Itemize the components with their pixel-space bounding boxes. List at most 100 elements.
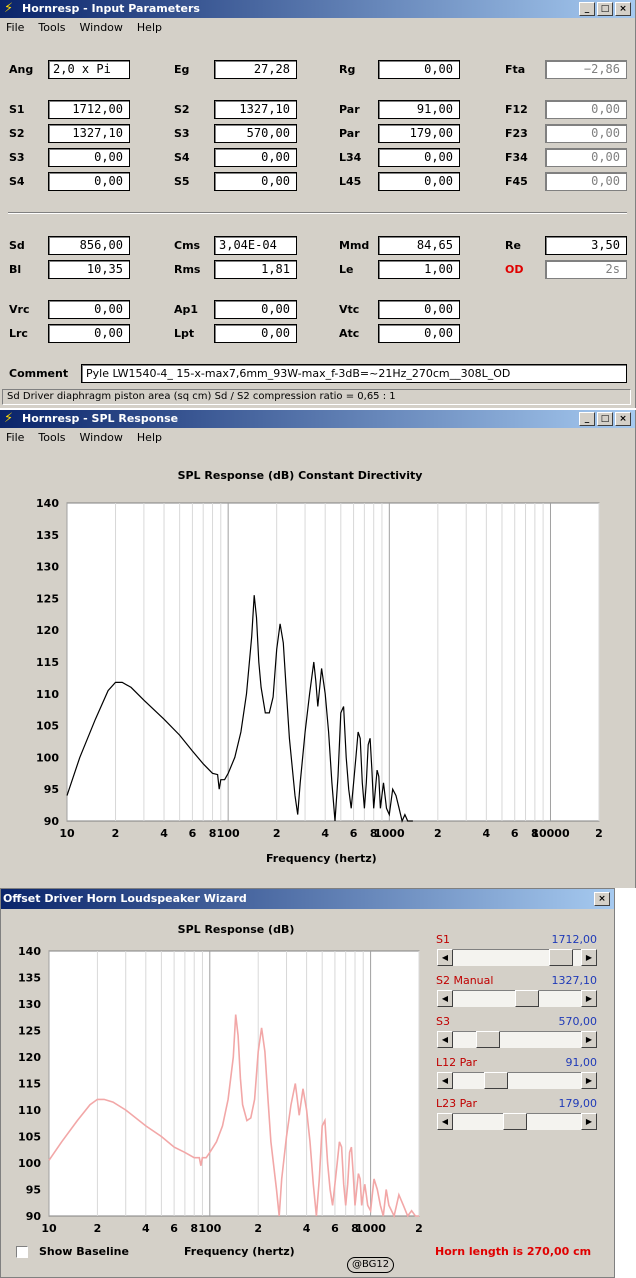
label-s4a: S4 (174, 151, 190, 164)
slider-left-arrow-icon[interactable]: ◀ (437, 1113, 453, 1130)
label-comment: Comment (9, 367, 69, 380)
rms-field[interactable]: 1,81 (214, 260, 297, 279)
label-re: Re (505, 239, 521, 252)
label-s2a: S2 (174, 103, 190, 116)
vtc-field[interactable]: 0,00 (378, 300, 460, 319)
sd-field[interactable]: 856,00 (48, 236, 130, 255)
menu-tools[interactable]: Tools (38, 21, 66, 34)
menu-file[interactable]: File (6, 431, 25, 444)
lrc-field[interactable]: 0,00 (48, 324, 130, 343)
ang-field[interactable]: 2,0 x Pi (48, 60, 130, 79)
slider-left-arrow-icon[interactable]: ◀ (437, 949, 453, 966)
x-tick-label: 2 (254, 1222, 262, 1235)
menu-window[interactable]: Window (79, 21, 123, 34)
eg-field[interactable]: 27,28 (214, 60, 297, 79)
s4a-field[interactable]: 0,00 (214, 148, 297, 167)
slider-l12[interactable]: ◀ ▶ (437, 1072, 597, 1089)
x-tick-label: 10000 (531, 827, 570, 840)
slider-s2[interactable]: ◀ ▶ (437, 990, 597, 1007)
close-button[interactable]: × (615, 412, 631, 426)
menu-window[interactable]: Window (79, 431, 123, 444)
menu-help[interactable]: Help (136, 431, 162, 444)
label-f34: F34 (505, 151, 528, 164)
comment-field[interactable]: Pyle LW1540-4_ 15-x-max7,6mm_93W-max_f-3… (81, 364, 627, 383)
maximize-button[interactable]: □ (597, 412, 613, 426)
slider-thumb[interactable] (515, 990, 540, 1007)
le-field[interactable]: 1,00 (378, 260, 460, 279)
x-tick-label: 2 (595, 827, 603, 840)
slider-s1[interactable]: ◀ ▶ (437, 949, 597, 966)
slider-right-arrow-icon[interactable]: ▶ (581, 949, 597, 966)
l45-field[interactable]: 0,00 (378, 172, 460, 191)
label-s3: S3 (9, 151, 25, 164)
x-tick-label: 1000 (374, 827, 405, 840)
bl-field[interactable]: 10,35 (48, 260, 130, 279)
slider-right-arrow-icon[interactable]: ▶ (581, 1072, 597, 1089)
slider-left-arrow-icon[interactable]: ◀ (437, 1031, 453, 1048)
minimize-button[interactable]: _ (579, 412, 595, 426)
wizard-window: Offset Driver Horn Loudspeaker Wizard × … (0, 888, 615, 1278)
x-tick-label: 6 (189, 827, 197, 840)
atc-field[interactable]: 0,00 (378, 324, 460, 343)
label-sd: Sd (9, 239, 25, 252)
s3-field[interactable]: 0,00 (48, 148, 130, 167)
slider-left-arrow-icon[interactable]: ◀ (437, 1072, 453, 1089)
y-tick-label: 110 (18, 1104, 41, 1117)
slider-track[interactable] (453, 1072, 581, 1089)
s5-field[interactable]: 0,00 (214, 172, 297, 191)
slider-l23[interactable]: ◀ ▶ (437, 1113, 597, 1130)
slider-thumb[interactable] (484, 1072, 509, 1089)
spl-chart-title: SPL Response (dB) Constant Directivity (177, 469, 423, 482)
slider-label: L12 Par (436, 1056, 478, 1069)
wizard-close-button[interactable]: × (594, 892, 610, 906)
y-tick-label: 90 (44, 815, 60, 828)
spl-window-titlebar[interactable]: ⚡ Hornresp - SPL Response _ □ × (0, 410, 635, 428)
slider-thumb[interactable] (475, 1031, 500, 1048)
slider-s3[interactable]: ◀ ▶ (437, 1031, 597, 1048)
close-button[interactable]: × (615, 2, 631, 16)
x-tick-label: 4 (483, 827, 491, 840)
par2-field[interactable]: 179,00 (378, 124, 460, 143)
rg-field[interactable]: 0,00 (378, 60, 460, 79)
slider-right-arrow-icon[interactable]: ▶ (581, 990, 597, 1007)
ap1-field[interactable]: 0,00 (214, 300, 297, 319)
s3a-field[interactable]: 570,00 (214, 124, 297, 143)
slider-value: 1712,00 (551, 933, 598, 946)
spl-series-line (66, 595, 413, 823)
slider-label: S2 Manual (436, 974, 494, 987)
menu-tools[interactable]: Tools (38, 431, 66, 444)
s2a-field[interactable]: 1327,10 (214, 100, 297, 119)
spl-response-window: ⚡ Hornresp - SPL Response _ □ × File Too… (0, 410, 636, 888)
y-tick-label: 95 (26, 1184, 41, 1197)
x-tick-label: 2 (94, 1222, 102, 1235)
menu-help[interactable]: Help (136, 21, 162, 34)
label-lrc: Lrc (9, 327, 28, 340)
cms-field[interactable]: 3,04E-04 (214, 236, 297, 255)
re-field[interactable]: 3,50 (545, 236, 627, 255)
x-tick-label: 4 (160, 827, 168, 840)
maximize-button[interactable]: □ (597, 2, 613, 16)
minimize-button[interactable]: _ (579, 2, 595, 16)
lpt-field[interactable]: 0,00 (214, 324, 297, 343)
s2-field[interactable]: 1327,10 (48, 124, 130, 143)
slider-track[interactable] (453, 1031, 581, 1048)
par1-field[interactable]: 91,00 (378, 100, 460, 119)
show-baseline-checkbox[interactable] (16, 1246, 28, 1258)
menu-file[interactable]: File (6, 21, 25, 34)
s4-field[interactable]: 0,00 (48, 172, 130, 191)
label-rg: Rg (339, 63, 356, 76)
slider-left-arrow-icon[interactable]: ◀ (437, 990, 453, 1007)
l34-field[interactable]: 0,00 (378, 148, 460, 167)
slider-thumb[interactable] (502, 1113, 527, 1130)
slider-right-arrow-icon[interactable]: ▶ (581, 1113, 597, 1130)
input-window-titlebar[interactable]: ⚡ Hornresp - Input Parameters _ □ × (0, 0, 635, 18)
vrc-field[interactable]: 0,00 (48, 300, 130, 319)
x-tick-label: 6 (170, 1222, 178, 1235)
wizard-titlebar[interactable]: Offset Driver Horn Loudspeaker Wizard × (1, 889, 614, 909)
mmd-field[interactable]: 84,65 (378, 236, 460, 255)
wizard-chart-title: SPL Response (dB) (177, 923, 295, 936)
slider-thumb[interactable] (548, 949, 573, 966)
s1-field[interactable]: 1712,00 (48, 100, 130, 119)
slider-right-arrow-icon[interactable]: ▶ (581, 1031, 597, 1048)
